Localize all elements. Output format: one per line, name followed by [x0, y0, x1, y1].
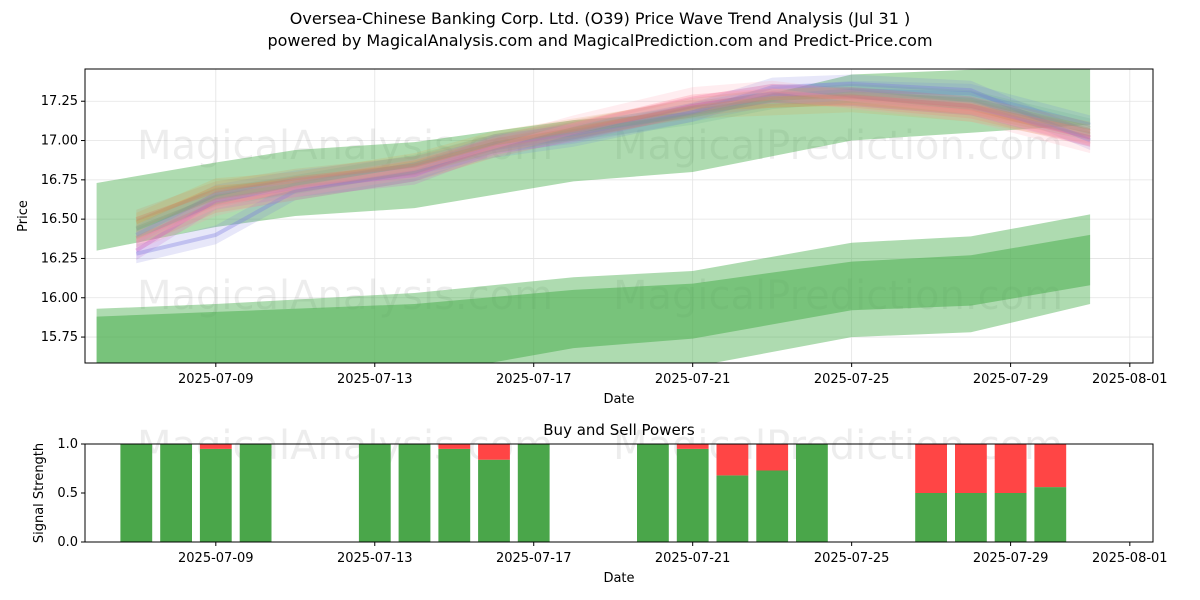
buy-bar	[796, 444, 828, 542]
power-x-tick-label: 2025-07-13	[337, 551, 413, 566]
wave-band	[136, 83, 1091, 248]
power-bars	[120, 444, 1067, 542]
buy-bar	[120, 444, 153, 542]
price-y-tick-label: 16.25	[41, 251, 78, 266]
power-x-tick-label: 2025-08-01	[1092, 551, 1168, 566]
price-x-tick-label: 2025-08-01	[1092, 372, 1168, 387]
sell-bar	[756, 444, 789, 471]
chart-title: Oversea-Chinese Banking Corp. Ltd. (O39)…	[289, 9, 911, 28]
sell-bar	[716, 444, 749, 476]
price-y-tick-label: 17.25	[41, 94, 78, 109]
price-x-tick-label: 2025-07-17	[496, 372, 572, 387]
watermark: MagicalPrediction.com	[613, 123, 1063, 169]
wave-line	[135, 100, 1091, 225]
power-x-tick-label: 2025-07-29	[973, 551, 1049, 566]
power-x-tick-label: 2025-07-21	[655, 551, 731, 566]
price-y-tick-label: 16.75	[41, 173, 78, 188]
price-y-tick-label: 16.00	[41, 291, 78, 306]
power-y-tick-label: 0.0	[57, 535, 78, 550]
wave-line	[135, 94, 1091, 221]
buy-bar	[398, 444, 431, 542]
wave-band	[136, 83, 1091, 239]
power-x-axis-label: Date	[603, 571, 634, 586]
buy-bar	[676, 448, 709, 542]
sell-bar	[994, 444, 1027, 493]
wave-band	[136, 74, 1091, 264]
power-title: Buy and Sell Powers	[543, 421, 695, 439]
power-x-tick-label: 2025-07-17	[496, 551, 572, 566]
wave-band	[136, 93, 1091, 232]
wave-line	[135, 88, 1091, 244]
wave-band	[136, 80, 1091, 245]
buy-bar	[438, 448, 471, 542]
buy-bar	[955, 493, 987, 542]
wave-line	[135, 88, 1091, 237]
wave-line	[135, 81, 1091, 256]
wave-band	[136, 80, 1091, 251]
buy-bar	[160, 444, 192, 542]
sell-bar	[676, 444, 709, 449]
price-y-tick-label: 17.00	[41, 134, 78, 149]
price-x-tick-label: 2025-07-29	[973, 372, 1049, 387]
buy-bar	[478, 459, 510, 542]
price-y-tick-label: 16.50	[41, 212, 78, 227]
buy-bar	[756, 470, 789, 542]
sell-bar	[199, 444, 232, 449]
power-y-tick-label: 0.5	[57, 486, 78, 501]
buy-bar	[1034, 487, 1067, 542]
price-x-tick-label: 2025-07-09	[178, 372, 254, 387]
sell-bar	[438, 444, 471, 449]
wave-band	[136, 83, 1091, 261]
price-x-tick-label: 2025-07-25	[814, 372, 890, 387]
watermark: MagicalAnalysis.com	[137, 123, 553, 169]
power-y-tick-label: 1.0	[57, 437, 78, 452]
power-y-axis-label: Signal Strength	[32, 443, 47, 543]
trend-band	[96, 234, 1091, 363]
price-plot	[96, 69, 1091, 363]
power-x-tick-label: 2025-07-25	[814, 551, 890, 566]
price-x-tick-label: 2025-07-21	[655, 372, 731, 387]
price-y-axis-label: Price	[16, 200, 31, 232]
price-x-tick-label: 2025-07-13	[337, 372, 413, 387]
buy-bar	[637, 444, 669, 542]
buy-bar	[716, 475, 749, 542]
sell-bar	[955, 444, 987, 493]
wave-line	[135, 91, 1091, 240]
buy-bar	[199, 448, 232, 542]
buy-bar	[239, 444, 272, 542]
buy-bar	[517, 444, 550, 542]
price-axes-frame	[84, 68, 1154, 364]
trend-band	[96, 69, 1091, 251]
power-x-tick-label: 2025-07-09	[178, 551, 254, 566]
buy-bar	[915, 493, 947, 542]
wave-line	[135, 91, 1091, 253]
chart-subtitle: powered by MagicalAnalysis.com and Magic…	[267, 31, 933, 50]
price-x-axis-label: Date	[603, 392, 634, 407]
buy-bar	[994, 493, 1027, 542]
sell-bar	[915, 444, 947, 493]
sell-bar	[478, 444, 510, 460]
wave-line	[135, 91, 1091, 231]
wave-band	[136, 87, 1091, 229]
sell-bar	[1034, 444, 1067, 488]
buy-bar	[358, 444, 391, 542]
price-y-tick-label: 15.75	[41, 330, 78, 345]
